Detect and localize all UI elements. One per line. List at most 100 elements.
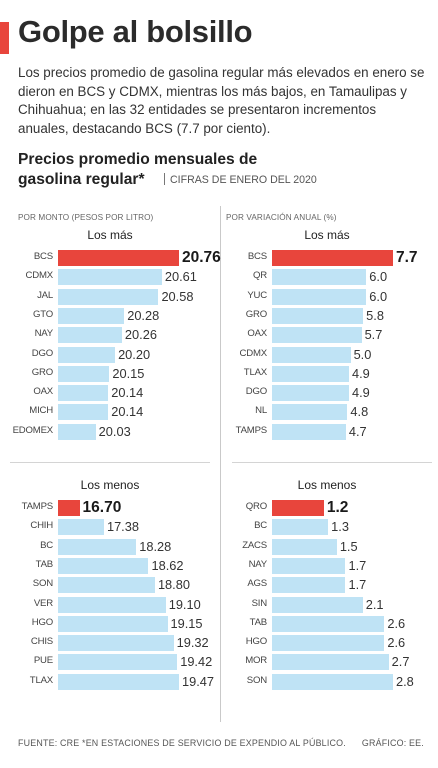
bar bbox=[58, 615, 168, 632]
category-label: TAB bbox=[35, 558, 54, 570]
value-label: 1.5 bbox=[339, 538, 358, 554]
category-label: DGO bbox=[245, 386, 267, 398]
category-label: BCS bbox=[33, 251, 53, 262]
category-label: TAB bbox=[249, 616, 268, 628]
bar bbox=[58, 365, 110, 382]
horizontal-divider-left bbox=[10, 462, 210, 463]
value-label: 20.03 bbox=[98, 423, 131, 439]
value-label: 4.9 bbox=[352, 385, 370, 401]
value-label: 5.7 bbox=[364, 327, 383, 343]
vertical-divider bbox=[220, 206, 221, 722]
bar bbox=[272, 615, 385, 632]
value-label: 20.76 bbox=[182, 249, 221, 266]
category-label: TAMPS bbox=[21, 501, 54, 512]
bar bbox=[58, 327, 122, 344]
value-label: 16.70 bbox=[82, 499, 122, 516]
footer-credit: GRÁFICO: EE. bbox=[361, 738, 424, 748]
footer-source: FUENTE: CRE *EN ESTACIONES DE SERVICIO D… bbox=[18, 738, 346, 748]
panel-title: Los menos bbox=[297, 478, 357, 492]
chart-bottom-amount: Los menos TAMPS 16.70 CHIH 17.38 BC 18.28 TAB 1… bbox=[10, 478, 214, 718]
value-label: 7.7 bbox=[396, 249, 418, 266]
value-label: 18.62 bbox=[151, 557, 184, 573]
bar bbox=[272, 346, 351, 363]
value-label: 20.58 bbox=[161, 288, 194, 304]
bar bbox=[272, 423, 346, 440]
category-label: SIN bbox=[251, 597, 268, 609]
bar bbox=[272, 654, 389, 671]
value-label: 1.7 bbox=[348, 557, 367, 573]
category-label: GRO bbox=[245, 308, 267, 320]
value-label: 1.2 bbox=[326, 499, 349, 516]
bar bbox=[58, 557, 149, 574]
bar bbox=[58, 500, 80, 516]
chart-top-amount: Los más BCS 20.76 CDMX 20.61 JAL 20.58 GTO 20.2… bbox=[10, 228, 221, 448]
value-label: 5.8 bbox=[366, 307, 384, 323]
bar bbox=[272, 385, 349, 402]
category-label: PUE bbox=[33, 655, 53, 667]
value-label: 19.10 bbox=[168, 596, 201, 612]
category-label: AGS bbox=[247, 578, 267, 590]
category-label: CHIH bbox=[30, 520, 53, 532]
intro-paragraph: Los precios promedio de gasolina regular… bbox=[18, 65, 425, 136]
value-label: 19.42 bbox=[180, 654, 213, 670]
value-label: 4.9 bbox=[352, 365, 370, 381]
category-label: TLAX bbox=[29, 674, 53, 686]
value-label: 2.1 bbox=[365, 596, 384, 612]
bar bbox=[272, 307, 364, 324]
panel-title: Los más bbox=[304, 228, 350, 242]
value-label: 17.38 bbox=[106, 519, 139, 535]
chart-subtitle: Precios promedio mensuales de gasolina r… bbox=[18, 151, 258, 188]
bar bbox=[272, 596, 363, 613]
category-label: CDMX bbox=[25, 270, 54, 282]
bar bbox=[272, 365, 349, 382]
chart-top-variation: Los más BCS 7.7 QR 6.0 YUC 6.0 GRO 5.8 OAX 5.7 CDM… bbox=[224, 228, 430, 448]
category-label: QRO bbox=[245, 501, 267, 512]
title-accent-bar bbox=[0, 22, 9, 54]
bar bbox=[58, 519, 104, 536]
value-label: 2.7 bbox=[391, 654, 410, 670]
value-label: 20.15 bbox=[112, 365, 145, 381]
page-title: Golpe al bolsillo bbox=[18, 14, 253, 49]
footer: FUENTE: CRE *EN ESTACIONES DE SERVICIO D… bbox=[18, 738, 424, 748]
bar bbox=[272, 327, 362, 344]
bar bbox=[58, 596, 166, 613]
category-label: OAX bbox=[247, 328, 267, 340]
category-label: GTO bbox=[32, 308, 53, 320]
category-label: JAL bbox=[37, 289, 53, 301]
category-label: SON bbox=[246, 674, 267, 686]
bar bbox=[58, 404, 109, 421]
category-label: BCS bbox=[247, 251, 267, 262]
category-label: QR bbox=[253, 270, 267, 282]
bar bbox=[272, 557, 346, 574]
category-label: MOR bbox=[245, 655, 267, 667]
bar bbox=[58, 250, 179, 266]
bar bbox=[58, 307, 125, 324]
value-label: 20.28 bbox=[127, 307, 160, 323]
category-label: BC bbox=[254, 520, 267, 532]
panel-title: Los más bbox=[87, 228, 133, 242]
category-label: CDMX bbox=[239, 347, 268, 359]
category-label: SON bbox=[32, 578, 53, 590]
bar bbox=[58, 577, 155, 594]
bar bbox=[272, 269, 367, 286]
category-label: BC bbox=[40, 539, 53, 551]
bar bbox=[58, 673, 179, 690]
value-label: 4.7 bbox=[348, 423, 367, 439]
category-label: EDOMEX bbox=[12, 424, 54, 436]
value-label: 2.6 bbox=[387, 615, 406, 631]
value-label: 18.28 bbox=[139, 538, 172, 554]
bar bbox=[272, 404, 348, 421]
caption-by-annual-variation: POR VARIACIÓN ANUAL (%) bbox=[226, 213, 337, 222]
value-label: 20.20 bbox=[118, 346, 151, 362]
value-label: 1.7 bbox=[348, 577, 367, 593]
bar bbox=[58, 654, 178, 671]
category-label: TLAX bbox=[243, 366, 267, 378]
category-label: NAY bbox=[248, 558, 268, 570]
value-label: 20.61 bbox=[164, 269, 197, 285]
bar bbox=[272, 538, 337, 555]
value-label: 4.8 bbox=[350, 404, 369, 420]
value-label: 6.0 bbox=[369, 288, 388, 304]
category-label: NAY bbox=[34, 328, 54, 340]
category-label: OAX bbox=[33, 386, 53, 398]
bar bbox=[58, 635, 174, 652]
